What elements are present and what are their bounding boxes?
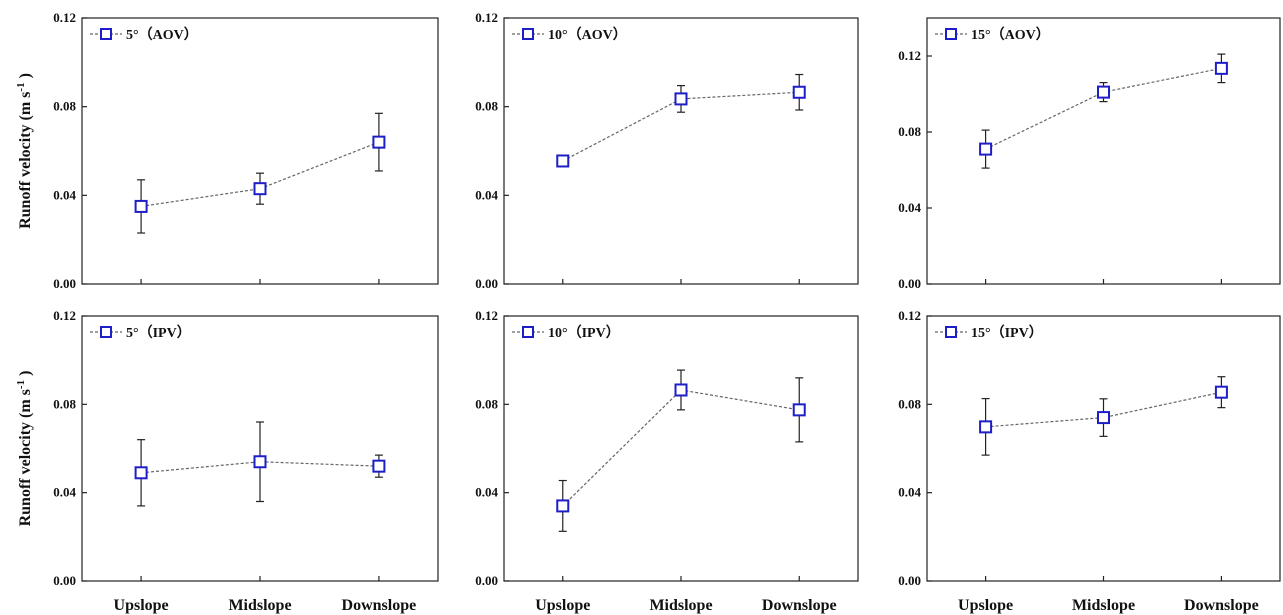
plot-frame: [503, 17, 859, 285]
y-tick-label: 0.12: [53, 308, 76, 323]
chart-panel-1: 0.00 0.04 0.08 0.12 Runoff velocity (m s-1 )…: [15, 10, 439, 291]
legend-marker: [100, 28, 112, 40]
data-point-marker: [1214, 385, 1228, 399]
y-tick-label: 0.08: [898, 124, 921, 139]
data-point-marker: [1097, 411, 1110, 425]
y-tick-label: 0.00: [898, 276, 921, 291]
x-tick-label: Midslope: [649, 597, 712, 614]
y-tick-label: 0.00: [53, 276, 76, 291]
x-tick-label: Midslope: [228, 597, 291, 614]
data-point-marker: [556, 499, 570, 513]
legend-label: 10°（IPV）: [548, 325, 620, 341]
y-tick-label: 0.08: [53, 99, 76, 114]
data-point-marker: [253, 455, 267, 469]
data-point-marker: [372, 459, 386, 473]
x-tick-label: Upslope: [535, 597, 590, 614]
legend-label: 15°（AOV）: [971, 27, 1050, 43]
y-tick-label: 0.04: [898, 200, 921, 215]
data-point-marker: [979, 420, 993, 434]
plot-frame: [926, 315, 1281, 582]
data-point-marker: [792, 85, 806, 99]
y-tick-label: 0.08: [475, 396, 498, 411]
y-tick-label: 0.12: [898, 308, 921, 323]
legend-label: 5°（AOV）: [126, 27, 198, 43]
y-tick-label: 0.08: [53, 396, 76, 411]
data-point-marker: [674, 383, 688, 397]
y-tick-label: 0.12: [898, 48, 921, 63]
chart-panel-4: 0.00 0.04 0.08 0.12 Upslope Midslope Downslope…: [15, 308, 439, 614]
data-point-marker: [372, 135, 386, 149]
plot-frame: [503, 315, 859, 582]
chart-panel-3: 0.00 0.04 0.08 0.12 15°（AOV）: [898, 17, 1281, 291]
legend-marker: [945, 28, 957, 40]
data-point-marker: [134, 466, 148, 480]
x-tick-label: Midslope: [1072, 597, 1135, 614]
legend-marker: [100, 326, 112, 338]
y-tick-label: 0.04: [475, 485, 498, 500]
legend-label: 10°（AOV）: [548, 27, 627, 43]
y-tick-label: 0.00: [898, 573, 921, 588]
x-tick-label: Downslope: [342, 597, 417, 614]
y-tick-label: 0.12: [53, 10, 76, 25]
series-line: [985, 67, 1222, 150]
y-tick-label: 0.00: [53, 573, 76, 588]
legend-marker: [522, 28, 534, 40]
x-tick-label: Downslope: [1184, 597, 1259, 614]
data-point-marker: [979, 142, 993, 156]
y-tick-label: 0.04: [53, 485, 76, 500]
legend-label: 5°（IPV）: [126, 325, 191, 341]
y-tick-label: 0.12: [475, 10, 498, 25]
data-point-marker: [1097, 85, 1110, 99]
legend-marker: [945, 326, 957, 338]
data-point-marker: [253, 182, 267, 196]
legend-label: 15°（IPV）: [971, 325, 1043, 341]
legend-marker: [522, 326, 534, 338]
data-point-marker: [674, 92, 688, 106]
y-tick-label: 0.04: [898, 485, 921, 500]
y-tick-label: 0.08: [898, 396, 921, 411]
x-tick-label: Upslope: [958, 597, 1013, 614]
y-tick-label: 0.00: [475, 276, 498, 291]
y-tick-label: 0.08: [475, 99, 498, 114]
data-point-marker: [556, 154, 570, 168]
y-axis-label: Runoff velocity (m s-1 ): [15, 371, 34, 527]
y-axis-label: Runoff velocity (m s-1 ): [15, 73, 34, 229]
series-line: [562, 91, 800, 162]
x-tick-label: Downslope: [762, 597, 837, 614]
plot-frame: [81, 17, 439, 285]
chart-panel-2: 0.00 0.04 0.08 0.12 10°（AOV）: [475, 10, 859, 291]
x-tick-label: Upslope: [114, 597, 169, 614]
data-point-marker: [1214, 61, 1228, 75]
y-tick-label: 0.12: [475, 308, 498, 323]
y-tick-label: 0.04: [53, 187, 76, 202]
y-tick-label: 0.00: [475, 573, 498, 588]
data-point-marker: [792, 403, 806, 417]
y-tick-label: 0.04: [475, 187, 498, 202]
chart-panel-5: 0.00 0.04 0.08 0.12 Upslope Midslope Downslope…: [475, 308, 859, 614]
data-point-marker: [134, 199, 148, 213]
chart-panel-6: 0.00 0.04 0.08 0.12 Upslope Midslope Downslope…: [898, 308, 1281, 614]
